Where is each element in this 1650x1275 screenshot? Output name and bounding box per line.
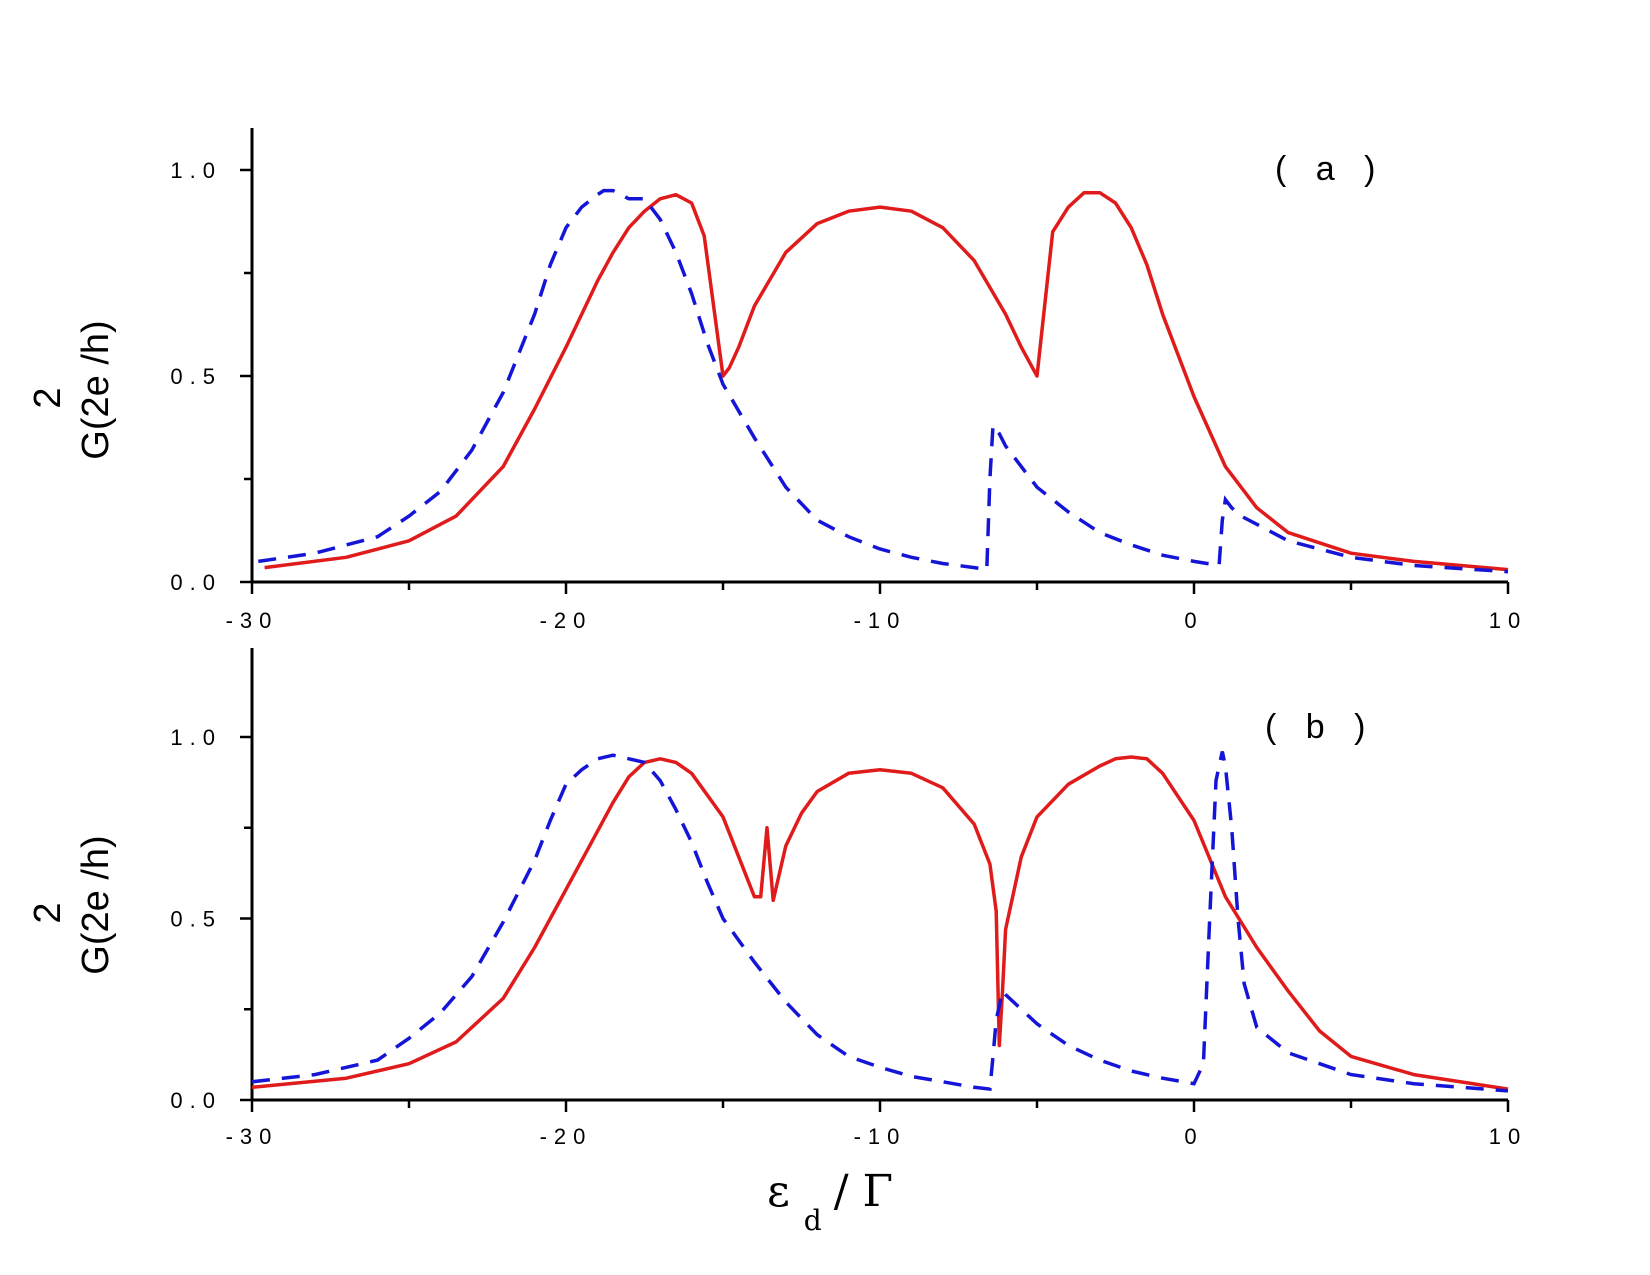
y-tick-label: 0.0	[170, 1088, 222, 1113]
y-tick-label: 1.0	[170, 725, 222, 750]
x-tick-label: 0	[1184, 608, 1203, 633]
x-tick-label: 10	[1489, 1124, 1527, 1149]
series-line-solid	[264, 190, 1509, 572]
series-line-dashed	[251, 751, 1509, 1093]
x-tick-label: -10	[854, 1124, 907, 1149]
y-axis-label: G(2e /h)	[75, 320, 117, 459]
panel-a: -30 -20 -10 0 10 0.0 0.5 1.0 ( a ) G(2e /h) 2	[27, 128, 1527, 633]
series-line-dashed	[258, 188, 1509, 574]
y-axis-label: G(2e /h)	[75, 835, 117, 974]
panel-b: -30 -20 -10 0 10 0.0 0.5 1.0 ( b ) G(2e /h) 2	[27, 648, 1527, 1149]
y-tick-label: 0.5	[170, 364, 222, 389]
panel-label: ( b )	[1265, 708, 1375, 746]
panel-label: ( a )	[1275, 150, 1385, 188]
x-axis-label: εd / Γ	[767, 1166, 893, 1237]
x-axis-label-sub: d	[804, 1204, 822, 1237]
x-tick-label: -20	[540, 1124, 593, 1149]
x-tick-label: -30	[226, 608, 279, 633]
x-tick-label: 10	[1489, 608, 1527, 633]
x-tick-label: -20	[540, 608, 593, 633]
x-tick-label: -30	[226, 1124, 279, 1149]
x-tick-label: 0	[1184, 1124, 1203, 1149]
y-tick-label: 1.0	[170, 158, 222, 183]
x-axis-label-main: ε	[767, 1166, 790, 1217]
y-tick-label: 0.0	[170, 570, 222, 595]
series-line-solid	[251, 755, 1509, 1091]
y-axis-label-exponent: 2	[27, 387, 69, 408]
x-axis-label-tail: / Γ	[834, 1166, 893, 1217]
x-tick-label: -10	[854, 608, 907, 633]
y-axis-label-exponent: 2	[27, 902, 69, 923]
y-tick-label: 0.5	[170, 907, 222, 932]
